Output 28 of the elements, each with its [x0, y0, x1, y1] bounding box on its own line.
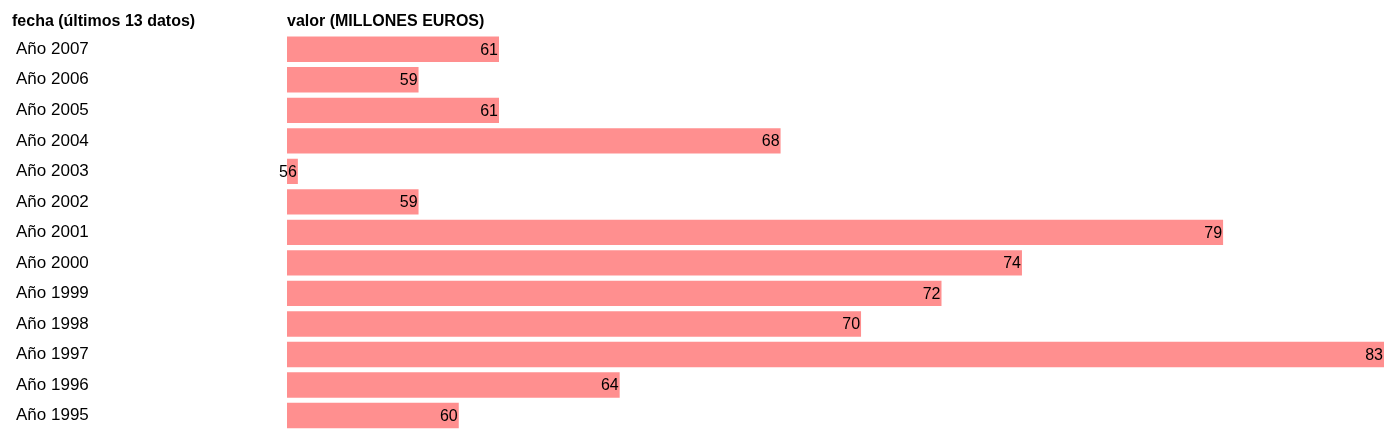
y-tick-label: Año 1995: [16, 405, 89, 425]
y-tick-label: Año 2004: [16, 130, 89, 150]
y-tick-label: Año 1998: [16, 313, 89, 333]
y-tick-label: Año 2000: [16, 252, 89, 272]
y-tick-label: Año 2006: [16, 69, 89, 89]
data-label: 79: [1204, 223, 1223, 241]
data-label: 83: [1365, 345, 1384, 363]
data-label: 56: [279, 162, 297, 180]
y-tick-label: Año 1996: [16, 374, 89, 394]
x-axis-title: valor (MILLONES EUROS): [287, 12, 485, 30]
data-label: 68: [761, 132, 780, 150]
y-tick-label: Año 1999: [16, 283, 89, 303]
data-label: 61: [480, 40, 499, 58]
data-label: 59: [399, 71, 418, 89]
data-label: 59: [399, 193, 418, 211]
data-label: 70: [842, 315, 861, 333]
data-label: 61: [480, 101, 499, 119]
y-tick-label: Año 2007: [16, 38, 89, 58]
data-label: 72: [922, 284, 941, 302]
y-tick-label: Año 2003: [16, 161, 89, 181]
data-label: 64: [600, 376, 619, 394]
y-axis-title: fecha (últimos 13 datos): [12, 12, 196, 30]
y-tick-label: Año 1997: [16, 344, 89, 364]
data-label: 60: [439, 406, 458, 424]
y-tick-label: Año 2005: [16, 100, 89, 119]
y-tick-label: Año 2001: [16, 222, 89, 242]
data-label: 74: [1003, 254, 1022, 272]
y-tick-label: Año 2002: [16, 191, 89, 211]
